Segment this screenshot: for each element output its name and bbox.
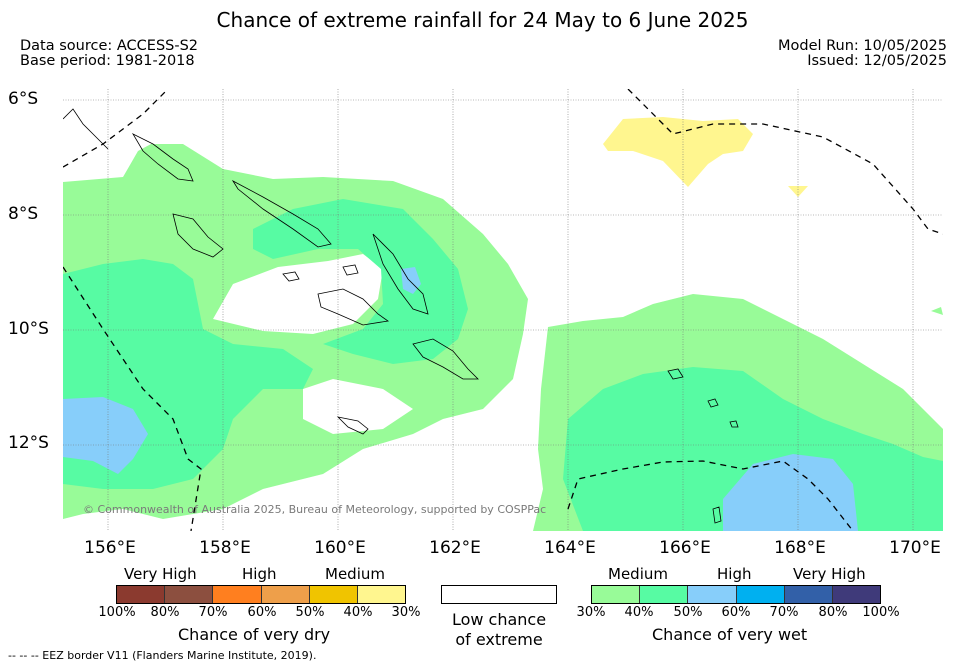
island-bougainville-north xyxy=(131,133,194,182)
region-medium-wet-sliver xyxy=(931,307,943,315)
base-period-text: Base period: 1981-2018 xyxy=(20,53,195,69)
legend-wet-swatch-4 xyxy=(736,586,785,603)
meta-right: Model Run: 10/05/2025 Issued: 12/05/2025 xyxy=(778,39,947,69)
legend-dry-head-high: High xyxy=(242,565,277,583)
legend-wet-colorbar xyxy=(591,585,881,604)
island-south-small xyxy=(712,506,722,524)
island-vanikoro xyxy=(667,368,684,380)
legend-wet-head-medium: Medium xyxy=(608,565,668,583)
graticule xyxy=(63,89,943,531)
legend-dry-tick: 100% xyxy=(98,605,136,620)
data-source-text: Data source: ACCESS-S2 xyxy=(20,38,199,54)
legend-wet-label: Chance of very wet xyxy=(652,625,808,644)
legend-wet-swatch-3 xyxy=(688,586,737,603)
island-papua xyxy=(62,108,109,150)
legend-dry-tick: 30% xyxy=(391,605,421,620)
lon-label-160e: 160°E xyxy=(314,538,366,558)
legend-wet-tick: 80% xyxy=(818,605,848,620)
meta-left: Data source: ACCESS-S2 Base period: 1981… xyxy=(20,39,198,69)
legend-low-swatch xyxy=(441,585,557,604)
legend-dry-head-medium: Medium xyxy=(325,565,385,583)
region-high-wet-east xyxy=(723,454,858,531)
island-malaita xyxy=(412,338,479,380)
legend-dry-swatch-2 xyxy=(165,586,214,603)
chart-title: Chance of extreme rainfall for 24 May to… xyxy=(216,8,749,32)
legend-wet-tick: 60% xyxy=(721,605,751,620)
legend-dry-tick: 60% xyxy=(247,605,277,620)
eez-border-northeast xyxy=(627,88,944,235)
island-choiseul xyxy=(231,179,332,248)
model-run-text: Model Run: 10/05/2025 xyxy=(777,38,947,54)
island-small-1 xyxy=(282,271,300,282)
lon-label-166e: 166°E xyxy=(659,538,711,558)
copyright-text: © Commonwealth of Australia 2025, Bureau… xyxy=(83,503,547,516)
coastlines xyxy=(62,108,739,524)
legend-wet-swatch-5 xyxy=(784,586,833,603)
region-low-southwest-hole xyxy=(303,379,413,434)
lat-label-6s: 6°S xyxy=(8,89,39,109)
lat-label-12s: 12°S xyxy=(8,433,49,453)
legend-wet-tick: 30% xyxy=(576,605,606,620)
legend-dry-colorbar xyxy=(116,585,406,604)
region-low-west-hole xyxy=(213,254,383,334)
legend-dry-tick: 50% xyxy=(295,605,325,620)
region-medium-dry-north xyxy=(603,117,753,187)
legend-wet-head-very-high: Very High xyxy=(793,565,866,583)
lat-label-10s: 10°S xyxy=(8,319,49,339)
legend-dry-tick: 40% xyxy=(343,605,373,620)
legend-dry-head-very-high: Very High xyxy=(124,565,197,583)
map-svg xyxy=(62,88,944,532)
lat-label-8s: 8°S xyxy=(8,204,39,224)
lon-label-162e: 162°E xyxy=(429,538,481,558)
island-tikopia xyxy=(729,420,739,428)
lon-label-164e: 164°E xyxy=(544,538,596,558)
region-mid-wet-west-a xyxy=(253,199,468,364)
eez-border-southeast xyxy=(567,460,854,532)
legend-wet-tick: 100% xyxy=(862,605,900,620)
legend-dry-swatch-5 xyxy=(309,586,358,603)
legend-wet-head-high: High xyxy=(717,565,752,583)
legend-dry-tick: 70% xyxy=(198,605,228,620)
eez-border-note: -- -- -- EEZ border V11 (Flanders Marine… xyxy=(8,649,317,662)
island-santa-isabel xyxy=(372,233,429,315)
legend-wet-swatch-6 xyxy=(832,586,881,603)
region-high-wet-west xyxy=(63,397,148,474)
island-small-2 xyxy=(342,264,359,276)
legend-wet-tick: 50% xyxy=(673,605,703,620)
legend-wet-swatch-1 xyxy=(592,586,641,603)
island-makira xyxy=(336,416,369,435)
legend-wet-swatch-2 xyxy=(640,586,689,603)
legend-dry-swatch-3 xyxy=(213,586,262,603)
island-new-georgia xyxy=(172,213,224,258)
eez-border-north xyxy=(62,88,169,168)
eez-borders xyxy=(62,88,944,532)
legend-low-line1: Low chance xyxy=(451,610,547,629)
legend-dry-tick: 80% xyxy=(150,605,180,620)
legend-dry-swatch-6 xyxy=(357,586,406,603)
lon-label-170e: 170°E xyxy=(889,538,941,558)
legend-dry-label: Chance of very dry xyxy=(178,625,331,644)
legend-dry-swatch-1 xyxy=(117,586,166,603)
island-guadalcanal xyxy=(317,288,390,326)
lon-label-158e: 158°E xyxy=(199,538,251,558)
legend-wet-tick: 70% xyxy=(769,605,799,620)
rainfall-map xyxy=(62,88,944,532)
legend-wet-tick: 40% xyxy=(624,605,654,620)
issued-text: Issued: 12/05/2025 xyxy=(807,53,947,69)
legend-low-label: Low chance of extreme xyxy=(430,610,568,650)
legend-low-line2: of extreme xyxy=(455,630,543,649)
island-utupua xyxy=(707,398,719,408)
lon-label-168e: 168°E xyxy=(774,538,826,558)
legend-dry-swatch-4 xyxy=(261,586,310,603)
lon-label-156e: 156°E xyxy=(84,538,136,558)
eez-border-west xyxy=(62,266,202,532)
